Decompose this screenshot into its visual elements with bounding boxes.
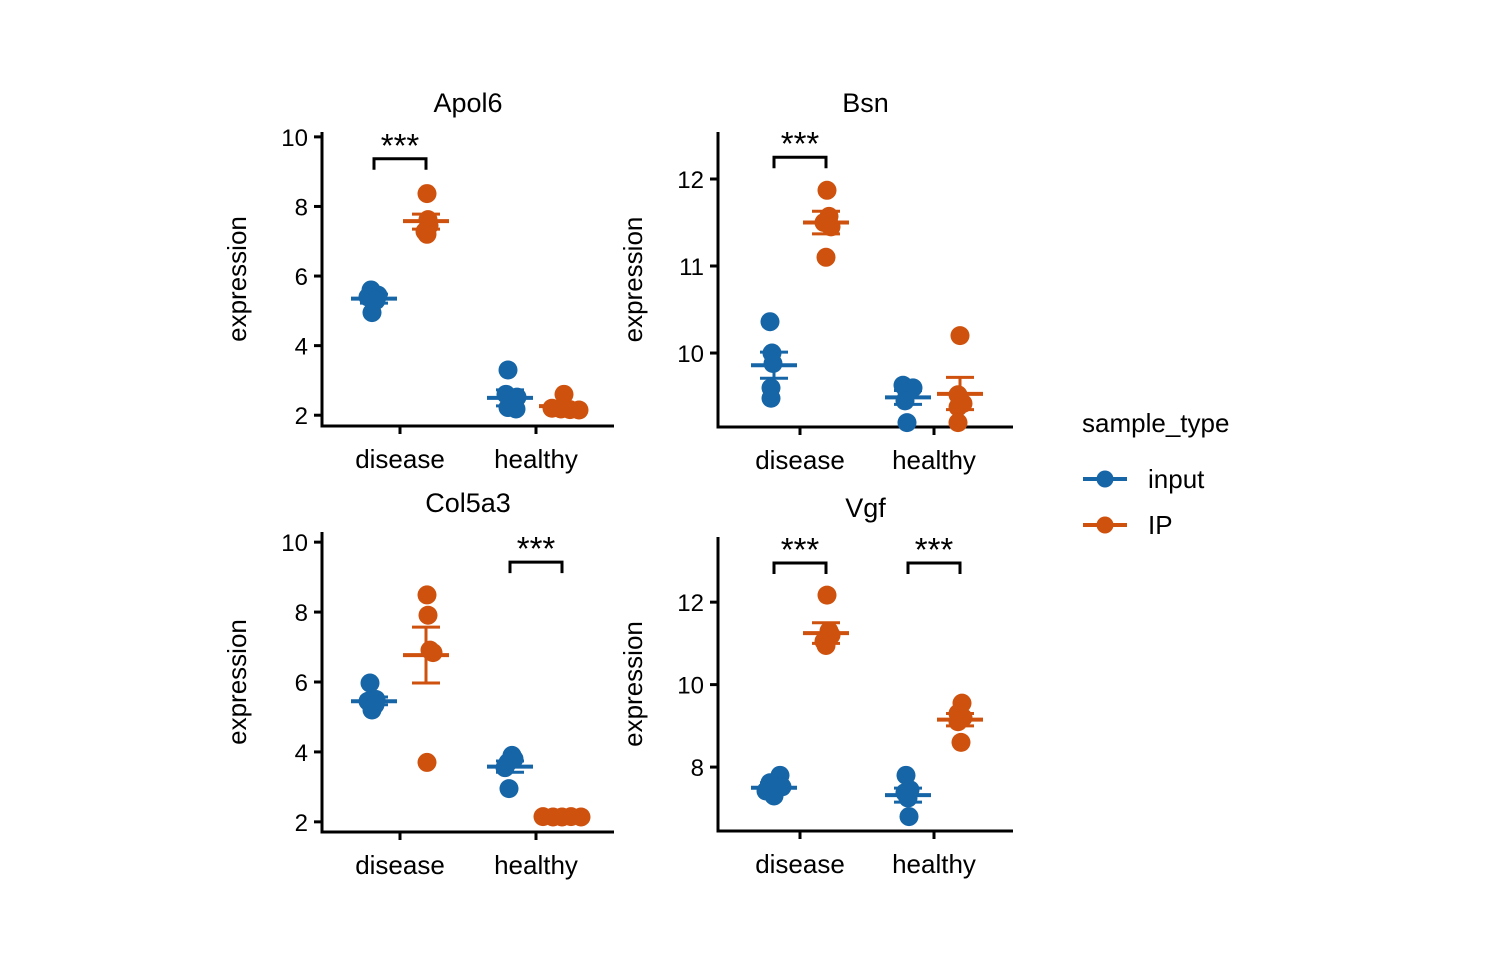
data-point [897, 413, 917, 433]
x-tick-label: healthy [892, 849, 976, 879]
x-tick-label: disease [355, 850, 445, 880]
data-point [417, 184, 437, 204]
data-point [948, 712, 968, 732]
significance-label: *** [915, 531, 954, 568]
data-point [816, 635, 836, 655]
y-tick-label: 12 [677, 167, 704, 194]
y-tick-label: 2 [295, 810, 308, 837]
facet-title: Apol6 [433, 88, 502, 118]
x-tick-label: healthy [494, 444, 578, 474]
y-tick-label: 10 [677, 341, 704, 368]
data-point [417, 752, 437, 772]
x-tick-label: healthy [892, 445, 976, 475]
data-point [760, 312, 780, 332]
y-tick-label: 8 [691, 755, 704, 782]
data-point [423, 643, 443, 663]
data-point [569, 400, 589, 420]
legend-key-ip-icon [1083, 516, 1127, 534]
data-point [495, 758, 515, 778]
y-tick-label: 8 [295, 600, 308, 627]
data-point [498, 360, 518, 380]
y-tick-label: 12 [677, 590, 704, 617]
data-point [951, 732, 971, 752]
data-point [499, 779, 519, 799]
data-point [761, 388, 781, 408]
y-tick-label: 8 [295, 194, 308, 221]
data-point [360, 673, 380, 693]
data-point [821, 217, 841, 237]
x-tick-label: healthy [494, 850, 578, 880]
legend-item-ip: IP [1082, 510, 1229, 540]
data-point [571, 807, 591, 827]
y-tick-label: 10 [281, 125, 308, 152]
y-tick-label: 10 [281, 530, 308, 557]
data-point [362, 303, 382, 323]
data-point [417, 224, 437, 244]
significance-bracket [772, 561, 828, 574]
data-point [506, 399, 526, 419]
data-point [948, 413, 968, 433]
y-tick-label: 6 [295, 264, 308, 291]
y-tick-label: 6 [295, 670, 308, 697]
legend-item-label: input [1148, 463, 1205, 494]
data-point [898, 788, 918, 808]
facet-title: Vgf [845, 493, 886, 523]
x-tick-label: disease [755, 849, 845, 879]
data-point [418, 605, 438, 625]
legend-key-input-icon [1083, 470, 1127, 488]
data-point [899, 807, 919, 827]
legend-title: sample_type [1082, 408, 1230, 438]
y-tick-label: 4 [295, 740, 308, 767]
y-tick-label: 10 [677, 673, 704, 700]
data-point [763, 353, 783, 373]
significance-bracket [772, 155, 828, 169]
significance-bracket [906, 561, 962, 574]
significance-label: *** [781, 125, 820, 162]
y-axis-label: expression [618, 621, 648, 747]
legend-item-label: IP [1148, 509, 1173, 540]
y-axis-label: expression [618, 217, 648, 343]
significance-label: *** [781, 531, 820, 568]
y-tick-label: 11 [679, 254, 704, 281]
facet-title: Bsn [842, 88, 889, 118]
data-point [554, 384, 574, 404]
data-point [417, 585, 437, 605]
data-point [764, 786, 784, 806]
legend-item-input: input [1082, 464, 1229, 494]
data-point [816, 247, 836, 267]
data-point [950, 326, 970, 346]
y-axis-label: expression [222, 216, 252, 342]
data-point [362, 700, 382, 720]
legend: sample_type input IP [1082, 408, 1229, 556]
data-point [817, 585, 837, 605]
data-point [948, 397, 968, 417]
significance-label: *** [517, 530, 556, 567]
x-tick-label: disease [755, 445, 845, 475]
x-tick-label: disease [355, 444, 445, 474]
significance-bracket [372, 157, 428, 170]
y-tick-label: 2 [295, 403, 308, 430]
data-point [896, 765, 916, 785]
y-tick-label: 4 [295, 334, 308, 361]
significance-label: *** [381, 127, 420, 164]
data-point [895, 391, 915, 411]
y-axis-label: expression [222, 619, 252, 745]
facet-title: Col5a3 [425, 488, 511, 518]
significance-bracket [508, 560, 564, 574]
data-point [817, 180, 837, 200]
